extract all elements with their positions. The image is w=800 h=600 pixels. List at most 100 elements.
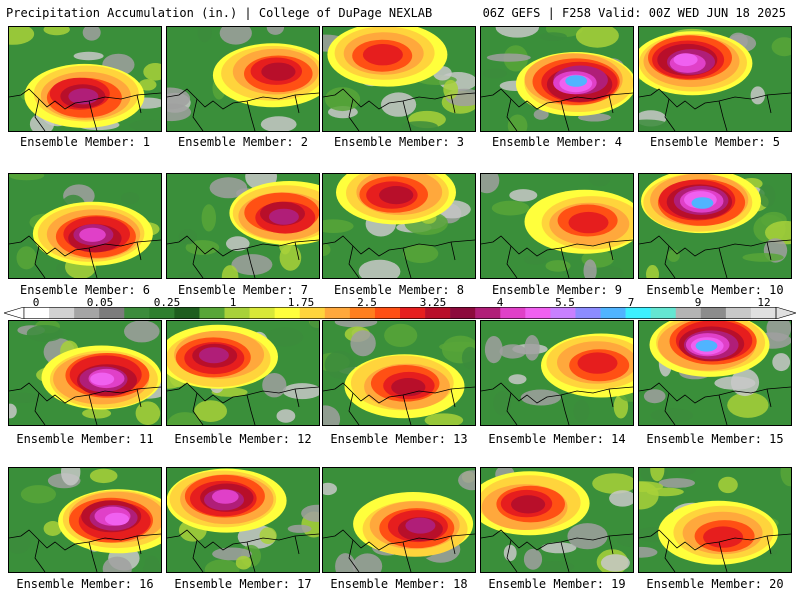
colorbar-tick-label: 1	[229, 296, 237, 309]
precipitation-colorbar	[4, 307, 796, 319]
ensemble-member-map	[8, 26, 162, 132]
colorbar-segment	[349, 307, 376, 319]
ensemble-member-map	[480, 26, 634, 132]
border-line	[506, 94, 614, 131]
precipitation-field	[9, 321, 161, 425]
colorbar-tick-label: 3.25	[419, 296, 447, 309]
ensemble-member-map	[166, 173, 320, 279]
ensemble-member-label: Ensemble Member: 10	[646, 283, 784, 297]
colorbar-tick-label: 4	[496, 296, 504, 309]
precipitation-field	[323, 27, 475, 131]
colorbar-tick-label: 0.05	[86, 296, 114, 309]
border-line	[323, 382, 475, 404]
border-line	[348, 241, 456, 278]
colorbar-segment	[249, 307, 275, 319]
border-line	[664, 241, 772, 278]
ensemble-member-map	[166, 320, 320, 426]
precipitation-field	[167, 174, 319, 278]
border-line	[34, 94, 142, 131]
ensemble-member-map	[322, 26, 476, 132]
ensemble-member-map	[322, 320, 476, 426]
ensemble-member-map	[166, 26, 320, 132]
colorbar-segment	[324, 307, 351, 319]
colorbar-segment	[74, 307, 100, 319]
colorbar-segment	[149, 307, 175, 319]
precipitation-field	[639, 174, 791, 278]
colorbar-min-arrow	[4, 307, 25, 319]
border-line	[481, 529, 633, 551]
precipitation-field	[167, 468, 319, 572]
ensemble-member-label: Ensemble Member: 13	[330, 432, 468, 446]
ensemble-member-label: Ensemble Member: 15	[646, 432, 784, 446]
precipitation-field	[9, 174, 161, 278]
precipitation-field	[639, 27, 791, 131]
border-line	[481, 382, 633, 404]
ensemble-member-map	[480, 320, 634, 426]
ensemble-member-map	[8, 320, 162, 426]
ensemble-member-map	[638, 173, 792, 279]
colorbar-segment	[525, 307, 551, 319]
ensemble-member-label: Ensemble Member: 7	[177, 283, 309, 297]
colorbar-segment	[725, 307, 752, 319]
border-line	[323, 529, 475, 551]
precipitation-field	[167, 321, 319, 425]
colorbar-segment	[199, 307, 225, 319]
ensemble-member-label: Ensemble Member: 8	[333, 283, 465, 297]
ensemble-member-label: Ensemble Member: 4	[491, 135, 623, 149]
ensemble-member-label: Ensemble Member: 11	[16, 432, 154, 446]
border-line	[506, 535, 614, 572]
colorbar-segment	[675, 307, 702, 319]
ensemble-member-label: Ensemble Member: 9	[491, 283, 623, 297]
border-line	[323, 88, 475, 110]
colorbar-segment	[600, 307, 626, 319]
ensemble-member-label: Ensemble Member: 6	[19, 283, 151, 297]
colorbar-segment	[224, 307, 250, 319]
border-line	[34, 388, 142, 425]
ensemble-member-label: Ensemble Member: 14	[488, 432, 626, 446]
colorbar-tick-label: 0	[32, 296, 40, 309]
border-line	[167, 88, 319, 110]
colorbar-tick-label: 5.5	[555, 296, 575, 309]
border-line	[192, 535, 300, 572]
colorbar-segment	[500, 307, 526, 319]
border-line	[9, 382, 161, 404]
colorbar-segment	[49, 307, 75, 319]
precipitation-field	[323, 174, 475, 278]
ensemble-member-label: Ensemble Member: 16	[16, 577, 154, 591]
ensemble-member-map	[480, 467, 634, 573]
precipitation-field	[481, 174, 633, 278]
border-line	[34, 241, 142, 278]
border-line	[323, 235, 475, 257]
border-line	[639, 382, 791, 404]
ensemble-member-label: Ensemble Member: 5	[649, 135, 781, 149]
ensemble-member-map	[638, 320, 792, 426]
colorbar-segment	[124, 307, 150, 319]
run-valid-time: 06Z GEFS | F258 Valid: 00Z WED JUN 18 20…	[482, 6, 786, 20]
colorbar-tick-label: 0.25	[153, 296, 181, 309]
colorbar-tick-label: 12	[757, 296, 771, 309]
precipitation-field	[323, 468, 475, 572]
border-line	[664, 535, 772, 572]
border-line	[9, 235, 161, 257]
ensemble-member-label: Ensemble Member: 20	[646, 577, 784, 591]
ensemble-member-map	[322, 467, 476, 573]
colorbar-segment	[24, 307, 50, 319]
border-line	[167, 382, 319, 404]
ensemble-member-label: Ensemble Member: 12	[174, 432, 312, 446]
border-line	[192, 388, 300, 425]
precipitation-field	[639, 468, 791, 572]
border-line	[664, 388, 772, 425]
colorbar-segment	[750, 307, 777, 319]
map-title: Precipitation Accumulation (in.) | Colle…	[6, 6, 433, 20]
border-line	[34, 535, 142, 572]
border-line	[167, 529, 319, 551]
border-line	[639, 88, 791, 110]
colorbar-segment	[274, 307, 301, 319]
ensemble-member-map	[638, 26, 792, 132]
ensemble-member-label: Ensemble Member: 2	[177, 135, 309, 149]
precipitation-field	[481, 321, 633, 425]
colorbar-segment	[550, 307, 576, 319]
colorbar-segment	[99, 307, 125, 319]
border-line	[192, 241, 300, 278]
border-line	[348, 94, 456, 131]
